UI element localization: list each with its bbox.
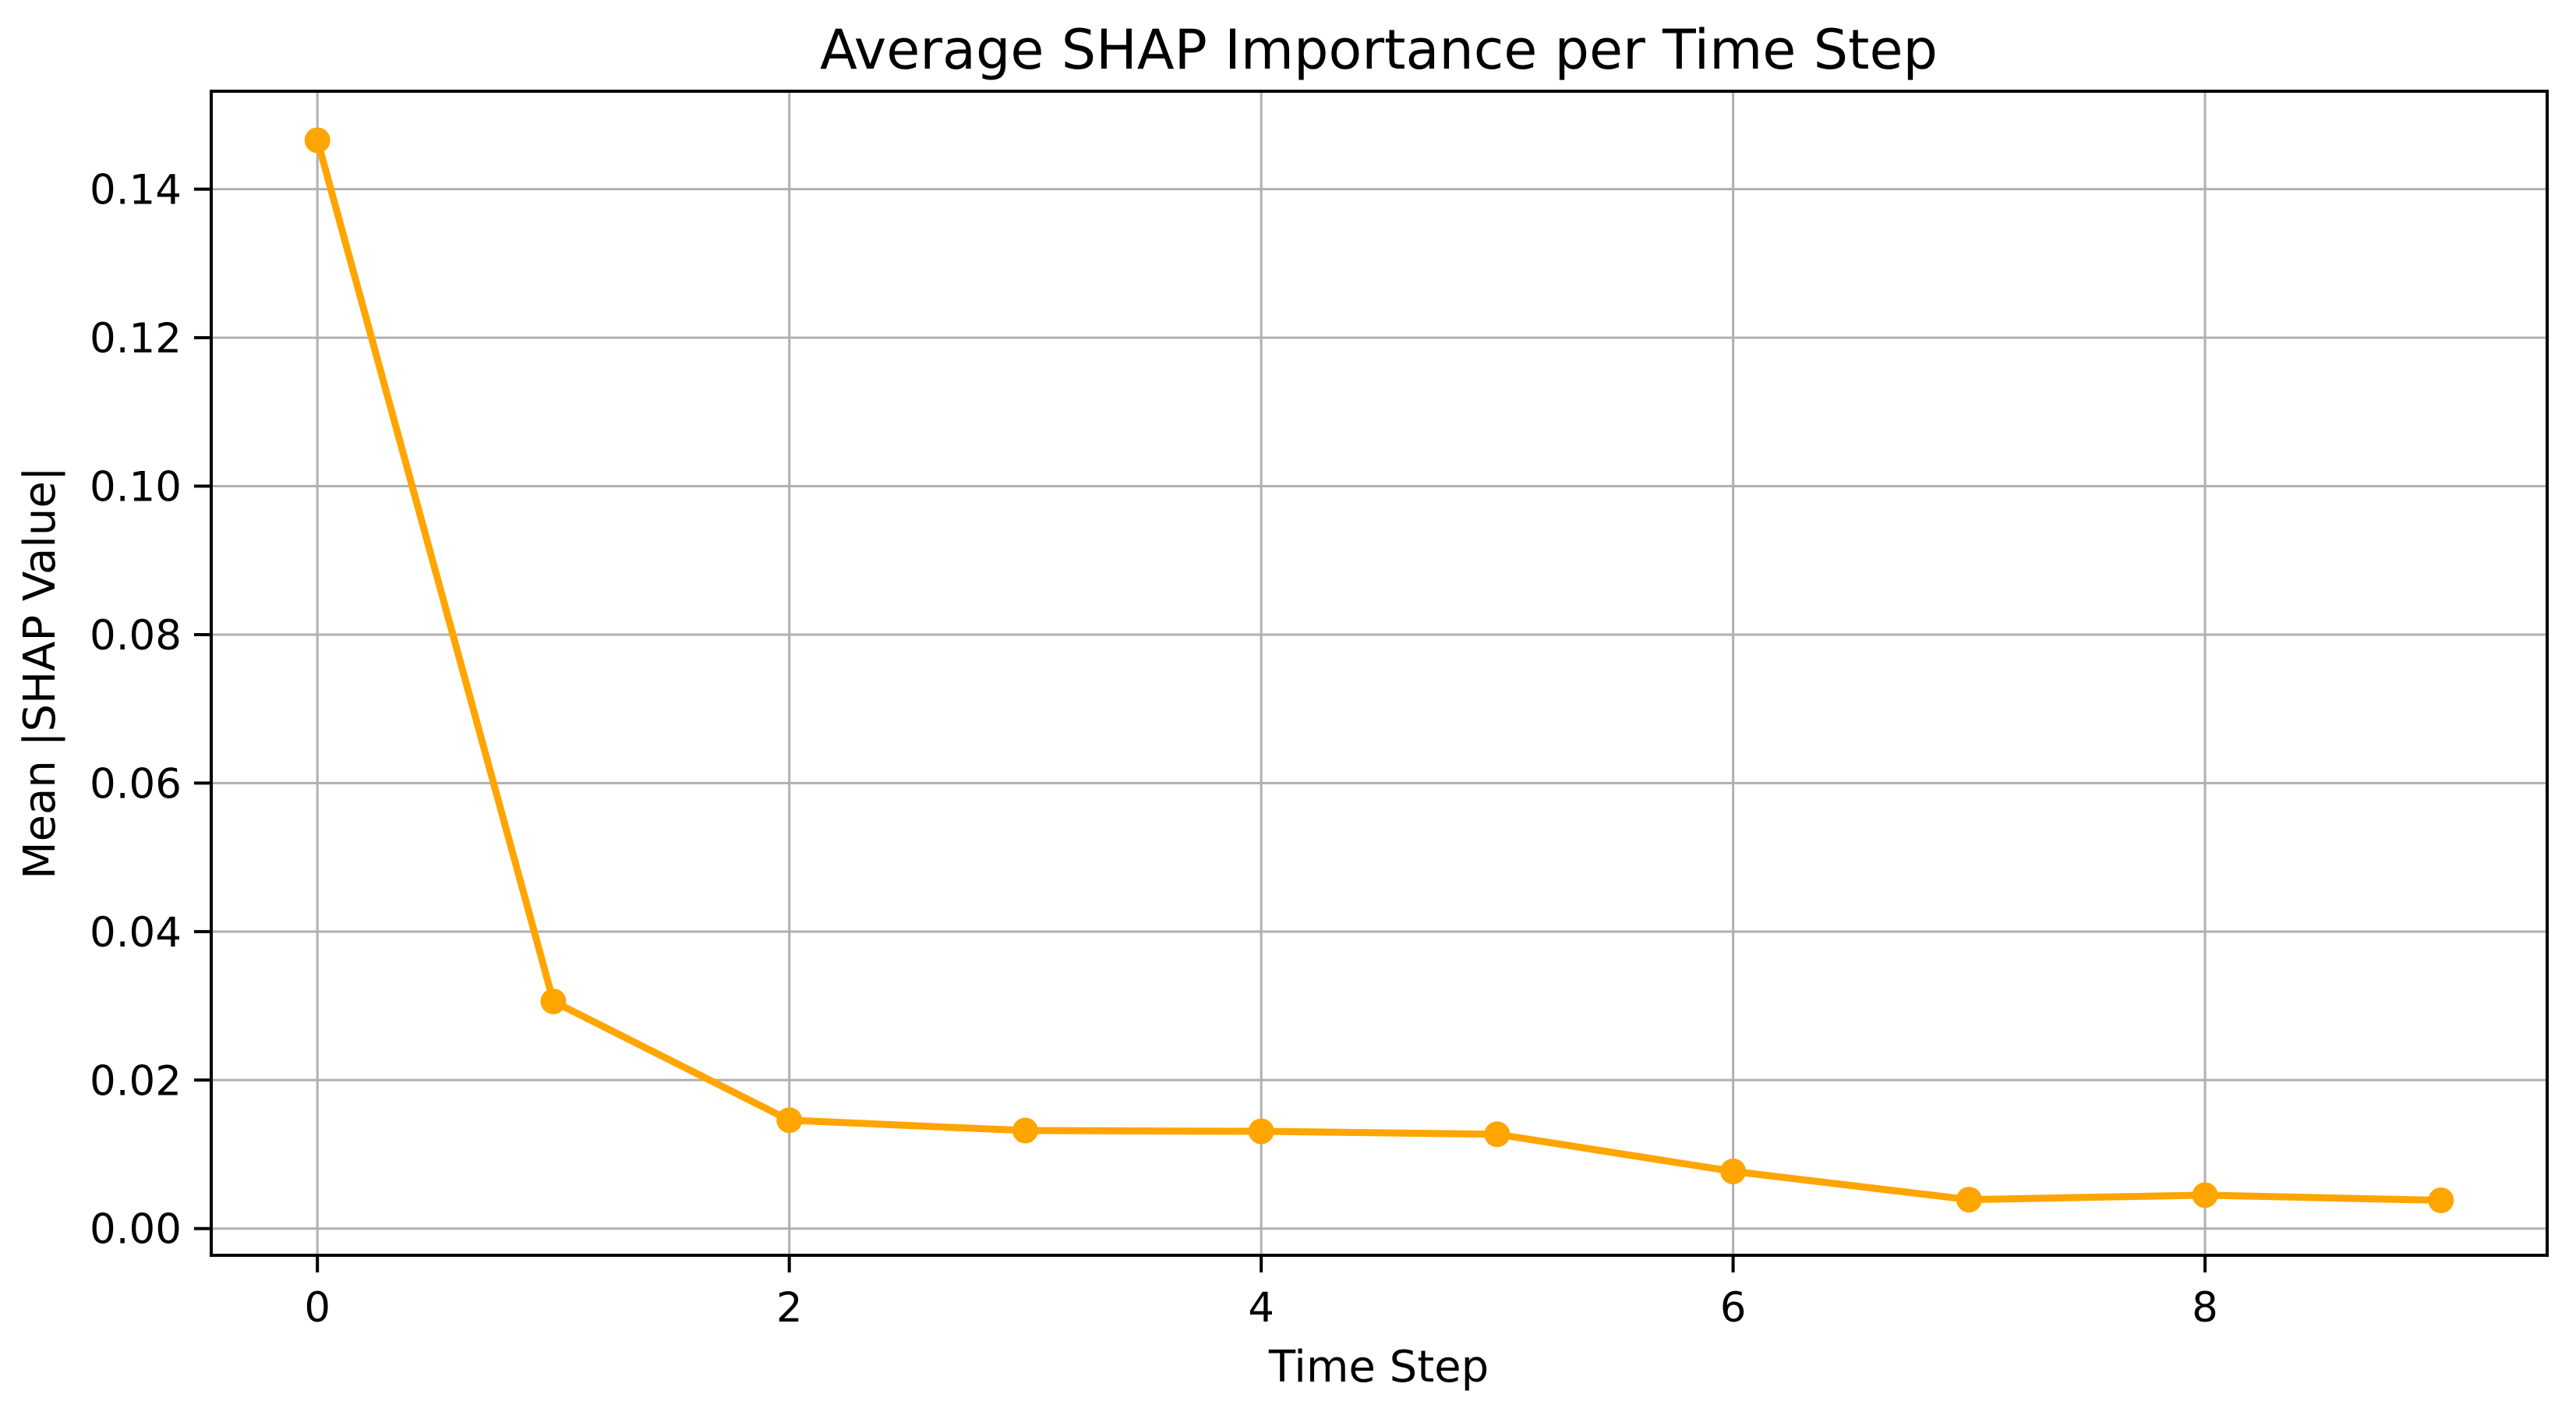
y-tick-label-7: 0.14 [90,167,182,214]
data-point-marker-4 [1248,1118,1274,1145]
data-point-marker-8 [2192,1182,2218,1209]
y-tick-label-0: 0.00 [90,1206,182,1254]
x-tick-label-1: 2 [776,1284,803,1332]
plot-border [210,90,2549,1257]
chart-title: Average SHAP Importance per Time Step [820,18,1938,82]
grid-layer [211,91,2547,1255]
y-tick-label-4: 0.08 [90,612,182,660]
x-tick-label-3: 6 [1720,1284,1747,1332]
data-point-marker-1 [540,988,567,1014]
y-tick-label-6: 0.12 [90,315,182,363]
y-tick-label-3: 0.06 [90,760,182,808]
y-tick-label-5: 0.10 [90,464,182,511]
x-tick-label-2: 4 [1248,1284,1274,1332]
x-tick-label-4: 8 [2192,1284,2218,1332]
y-axis-label: Mean |SHAP Value| [15,466,65,879]
series-line [313,136,2445,1205]
data-point-marker-0 [304,127,330,154]
data-point-marker-2 [776,1107,803,1134]
data-point-marker-7 [1956,1187,1982,1213]
data-point-marker-9 [2428,1187,2454,1214]
y-tick-label-2: 0.04 [90,909,182,957]
y-tick-label-1: 0.02 [90,1057,182,1105]
x-tick-label-0: 0 [304,1284,330,1332]
x-axis-label: Time Step [1268,1342,1489,1393]
data-point-marker-3 [1012,1117,1038,1144]
series-layer [304,127,2454,1214]
axis-layer: 0 2 4 6 8 0.00 0.02 0.04 0.06 0.08 0.10 0.12 0.14 [90,90,2549,1332]
data-point-marker-5 [1484,1121,1511,1148]
data-point-marker-6 [1720,1158,1747,1184]
